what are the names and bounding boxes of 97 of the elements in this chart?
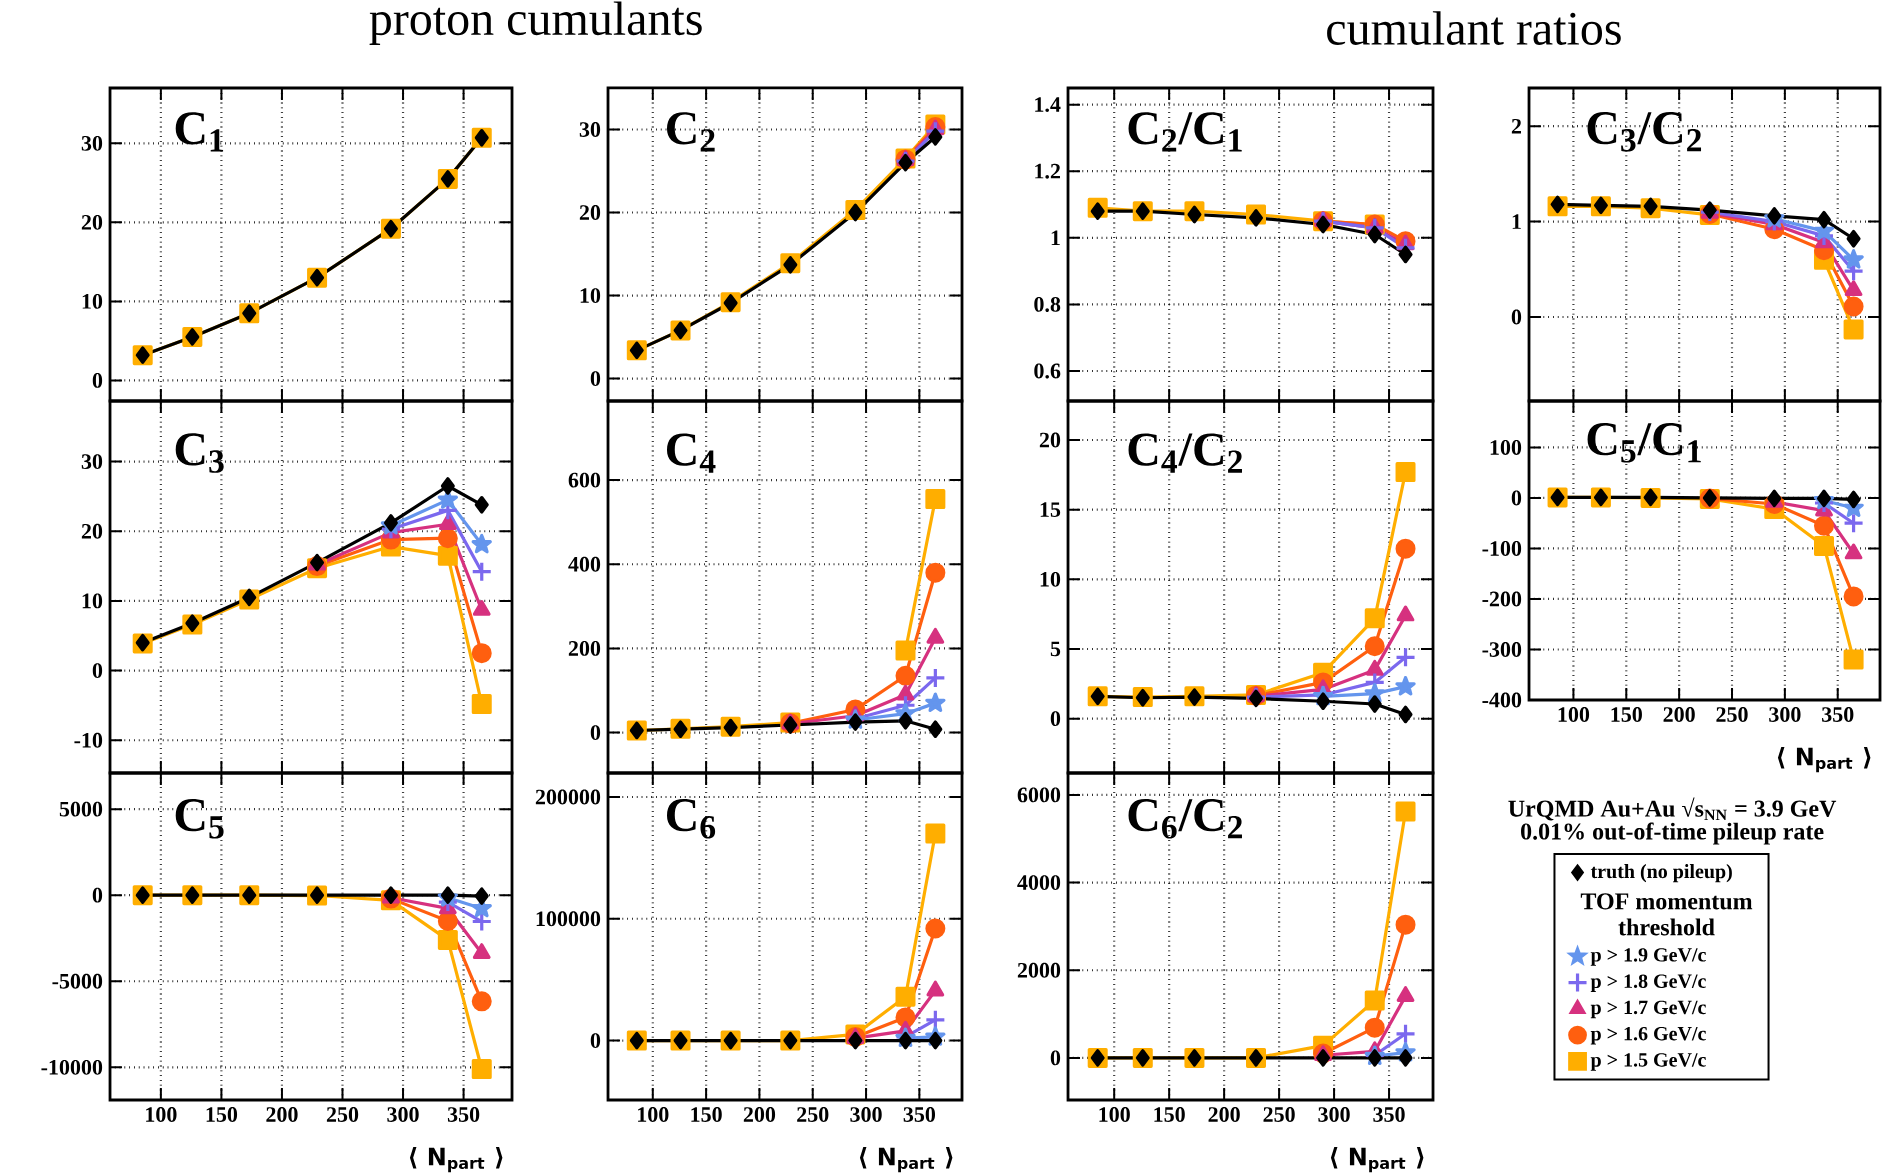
x-tick-label: 200 xyxy=(1208,1107,1240,1122)
text: 0.01% out-of-time pileup rate xyxy=(1521,822,1824,845)
chart-title: proton cumulants xyxy=(369,1,702,45)
y-tick-label: 6000 xyxy=(1017,787,1061,803)
y-tick-label: 0 xyxy=(92,373,103,388)
y-tick-label: 0 xyxy=(1050,1050,1061,1066)
legend-label: truth (no pileup) xyxy=(1590,864,1732,883)
y-tick-label: 1.4 xyxy=(1035,97,1061,113)
y-tick-label: 0 xyxy=(1511,309,1522,325)
y-tick-label: -10000 xyxy=(41,1059,103,1075)
y-tick-label: 0 xyxy=(92,663,103,679)
y-tick-label: 10 xyxy=(82,293,103,309)
y-tick-label: 100 xyxy=(1490,440,1522,455)
x-tick-label: 100 xyxy=(146,1107,177,1122)
y-tick-label: 2000 xyxy=(1017,962,1061,978)
annotation: C$_{6}$ xyxy=(666,798,716,839)
x-tick-label: 350 xyxy=(1373,1107,1405,1122)
x-axis-title: ⟨ N$_{part}$ ⟩ xyxy=(1330,1147,1424,1173)
annotation: C$_{1}$ xyxy=(175,112,224,152)
y-tick-label: 20 xyxy=(81,214,103,230)
y-tick-label: -400 xyxy=(1482,692,1522,708)
y-tick-label: 100000 xyxy=(536,911,601,927)
x-tick-label: 300 xyxy=(850,1107,882,1122)
x-tick-label: 300 xyxy=(387,1107,419,1122)
annotation: C$_{5}$/C$_{1}$ xyxy=(1587,423,1701,463)
x-tick-label: 200 xyxy=(1663,707,1695,722)
y-tick-label: 20 xyxy=(81,523,103,539)
y-tick-label: 5 xyxy=(1050,641,1061,657)
x-tick-label: 300 xyxy=(1318,1107,1350,1122)
y-tick-label: 5000 xyxy=(59,801,103,817)
y-tick-label: 0 xyxy=(92,887,103,903)
x-tick-label: 350 xyxy=(447,1107,480,1122)
y-tick-label: 1.2 xyxy=(1035,163,1060,179)
x-tick-label: 100 xyxy=(1558,707,1590,722)
y-tick-label: 20 xyxy=(579,205,601,220)
x-axis-title: ⟨ N$_{part}$ ⟩ xyxy=(1777,747,1871,773)
annotation: C$_{2}$ xyxy=(666,112,715,152)
y-tick-label: 20 xyxy=(1039,432,1061,448)
chart-title: cumulant ratios xyxy=(1327,11,1621,45)
x-tick-label: 150 xyxy=(1154,1107,1185,1122)
y-tick-label: 0 xyxy=(1511,490,1522,506)
x-tick-label: 150 xyxy=(1611,707,1642,722)
y-tick-label: 400 xyxy=(568,556,601,572)
legend-label: p > 1.6 GeV/c xyxy=(1590,1026,1706,1045)
legend-label: p > 1.9 GeV/c xyxy=(1590,948,1706,966)
x-tick-label: 150 xyxy=(691,1107,722,1122)
x-tick-label: 250 xyxy=(1716,707,1748,722)
y-tick-label: 30 xyxy=(81,454,103,470)
y-tick-label: 30 xyxy=(579,122,601,137)
annotation: C$_{5}$ xyxy=(175,798,224,839)
y-tick-label: -200 xyxy=(1482,591,1522,607)
y-tick-label: 1 xyxy=(1512,214,1521,229)
text: UrQMD Au+Au √s$_{NN}$ = 3.9 GeV xyxy=(1508,797,1837,821)
y-tick-label: 0 xyxy=(590,725,601,741)
legend-label: p > 1.7 GeV/c xyxy=(1590,1000,1706,1019)
y-tick-label: 10 xyxy=(82,593,103,609)
x-axis-title: ⟨ N$_{part}$ ⟩ xyxy=(409,1147,503,1173)
y-tick-label: -100 xyxy=(1482,541,1522,556)
y-tick-label: 10 xyxy=(1040,571,1061,587)
annotation: C$_{3}$/C$_{2}$ xyxy=(1587,112,1702,152)
annotation: C$_{4}$ xyxy=(666,433,716,473)
y-tick-label: 30 xyxy=(81,135,103,151)
x-tick-label: 100 xyxy=(638,1107,669,1122)
x-tick-label: 250 xyxy=(797,1107,829,1122)
y-tick-label: -10 xyxy=(74,732,103,748)
y-tick-label: 0 xyxy=(590,371,601,386)
y-tick-label: 0.8 xyxy=(1034,296,1061,312)
legend-label: p > 1.5 GeV/c xyxy=(1590,1053,1706,1071)
y-tick-label: 10 xyxy=(580,288,601,303)
y-tick-label: -5000 xyxy=(52,973,103,989)
y-tick-label: 0.6 xyxy=(1034,363,1061,379)
legend-title: TOF momentum threshold xyxy=(1580,893,1753,936)
y-tick-label: 0 xyxy=(1050,711,1061,727)
y-tick-label: 200000 xyxy=(535,789,601,805)
annotation: C$_{4}$/C$_{2}$ xyxy=(1128,433,1242,473)
y-tick-label: 2 xyxy=(1511,118,1521,134)
y-tick-label: 4000 xyxy=(1017,875,1061,890)
y-tick-label: -300 xyxy=(1482,642,1522,657)
x-tick-label: 200 xyxy=(743,1107,776,1122)
x-tick-label: 100 xyxy=(1099,1107,1130,1122)
annotation: C$_{2}$/C$_{1}$ xyxy=(1128,112,1242,152)
x-tick-label: 250 xyxy=(1263,1107,1295,1122)
y-tick-label: 15 xyxy=(1040,502,1061,518)
y-tick-label: 0 xyxy=(590,1033,601,1048)
y-tick-label: 200 xyxy=(568,641,601,656)
annotation: C$_{6}$/C$_{2}$ xyxy=(1128,798,1242,839)
x-tick-label: 300 xyxy=(1769,707,1801,722)
x-tick-label: 200 xyxy=(266,1107,298,1122)
x-tick-label: 150 xyxy=(206,1107,238,1122)
x-tick-label: 350 xyxy=(903,1107,936,1122)
y-tick-label: 1 xyxy=(1051,230,1060,246)
annotation: C$_{3}$ xyxy=(175,433,224,473)
x-axis-title: ⟨ N$_{part}$ ⟩ xyxy=(859,1147,953,1173)
x-tick-label: 350 xyxy=(1822,707,1854,722)
x-tick-label: 250 xyxy=(326,1107,359,1122)
legend-label: p > 1.8 GeV/c xyxy=(1590,974,1706,992)
y-tick-label: 600 xyxy=(568,472,601,488)
